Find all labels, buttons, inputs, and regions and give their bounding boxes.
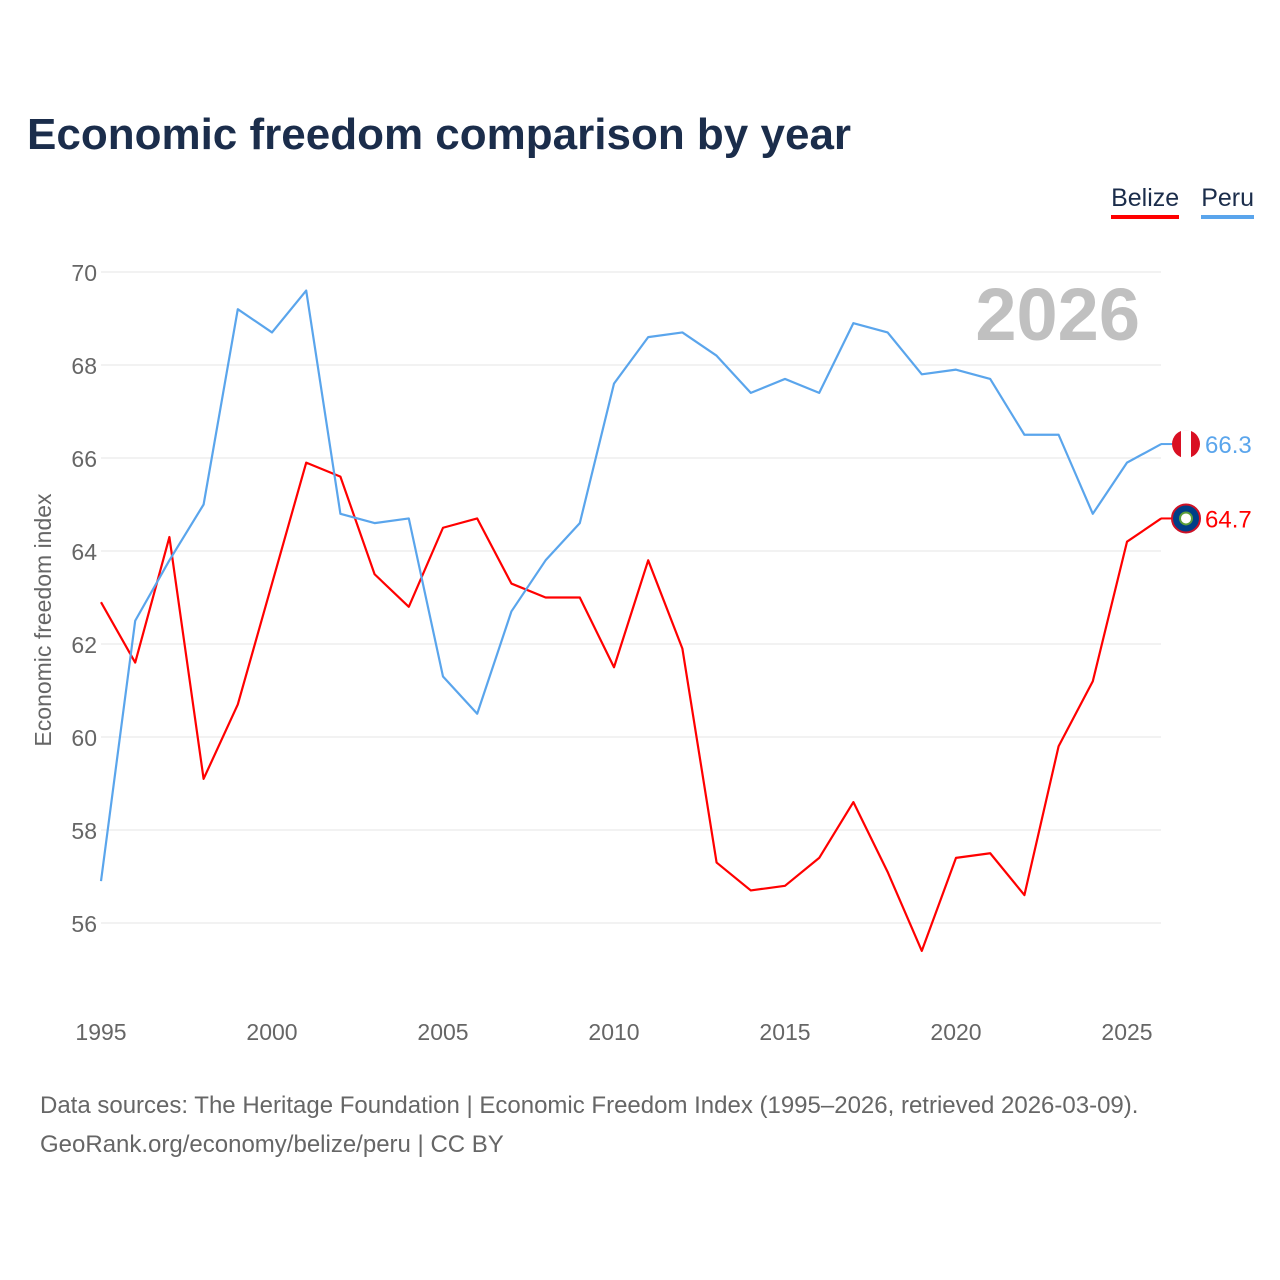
x-tick-label: 2000	[246, 1019, 297, 1045]
y-axis-label: Economic freedom index	[30, 493, 56, 747]
x-tick-label: 2025	[1101, 1019, 1152, 1045]
x-tick-label: 2010	[588, 1019, 639, 1045]
y-tick-label: 58	[71, 818, 97, 844]
year-watermark: 2026	[975, 273, 1140, 356]
legend: Belize Peru	[1111, 184, 1254, 219]
y-tick-label: 68	[71, 353, 97, 379]
footer: Data sources: The Heritage Foundation | …	[40, 1086, 1138, 1164]
x-tick-label: 1995	[75, 1019, 126, 1045]
y-tick-label: 66	[71, 446, 97, 472]
chart-title: Economic freedom comparison by year	[27, 110, 852, 159]
peru-flag-icon	[1181, 430, 1191, 459]
series-line-peru	[99, 289, 1162, 882]
y-tick-label: 64	[71, 539, 97, 565]
x-tick-label: 2005	[417, 1019, 468, 1045]
legend-peru[interactable]: Peru	[1201, 184, 1254, 219]
y-tick-label: 70	[71, 260, 97, 286]
source-line: Data sources: The Heritage Foundation | …	[40, 1092, 1139, 1119]
y-tick-label: 56	[71, 911, 97, 937]
y-tick-label: 62	[71, 632, 97, 658]
end-value-label: 64.7	[1205, 506, 1252, 533]
end-value-label: 66.3	[1205, 432, 1252, 459]
x-tick-label: 2015	[759, 1019, 810, 1045]
y-tick-label: 60	[71, 725, 97, 751]
series-line-belize	[100, 461, 1162, 953]
attribution-line: GeoRank.org/economy/belize/peru | CC BY	[40, 1131, 504, 1158]
belize-flag-icon	[1179, 511, 1193, 526]
x-tick-label: 2020	[930, 1019, 981, 1045]
legend-belize[interactable]: Belize	[1111, 184, 1180, 219]
